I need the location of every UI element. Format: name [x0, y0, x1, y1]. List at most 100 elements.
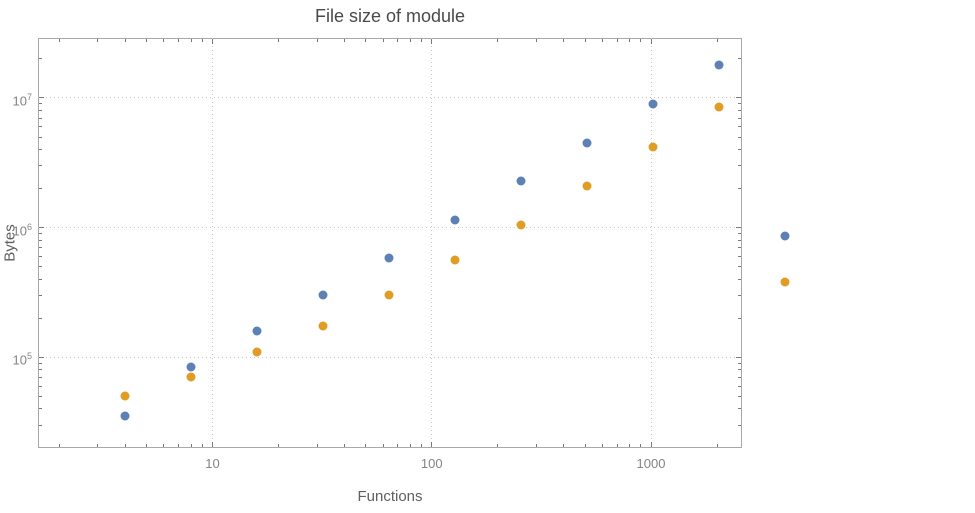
- data-point-orange: [318, 321, 328, 331]
- tick-mark-top: [616, 39, 618, 42]
- tick-mark-right: [738, 110, 741, 112]
- tick-mark-right: [738, 103, 741, 105]
- tick-mark-bottom: [212, 442, 213, 447]
- data-point-orange: [252, 347, 262, 357]
- tick-mark-left: [39, 385, 42, 387]
- tick-mark-bottom: [124, 444, 126, 447]
- tick-mark-top: [124, 39, 126, 42]
- tick-mark-top: [640, 39, 642, 42]
- data-point-orange: [714, 102, 724, 112]
- tick-mark-right: [738, 395, 741, 397]
- tick-mark-bottom: [382, 444, 384, 447]
- gridline-y: [38, 356, 742, 358]
- tick-mark-top: [190, 39, 192, 42]
- tick-mark-bottom: [278, 444, 279, 447]
- tick-mark-top: [716, 39, 718, 42]
- tick-mark-right: [736, 97, 741, 99]
- tick-mark-left: [39, 408, 42, 410]
- tick-mark-right: [738, 266, 741, 268]
- tick-mark-left: [39, 149, 42, 151]
- tick-mark-bottom: [145, 444, 147, 447]
- tick-mark-bottom: [201, 444, 203, 447]
- tick-mark-right: [738, 188, 741, 190]
- data-point-orange: [120, 391, 130, 401]
- tick-mark-left: [39, 356, 44, 358]
- tick-mark-bottom: [629, 444, 631, 447]
- tick-mark-top: [535, 39, 537, 42]
- tick-mark-left: [39, 227, 44, 229]
- y-tick-label: 106: [12, 221, 32, 238]
- x-tick-label: 100: [420, 456, 443, 471]
- tick-mark-right: [736, 227, 741, 229]
- tick-mark-bottom: [163, 444, 165, 447]
- tick-mark-top: [601, 39, 603, 42]
- tick-mark-bottom: [650, 442, 652, 447]
- tick-mark-left: [39, 376, 42, 378]
- tick-mark-left: [39, 395, 42, 397]
- tick-mark-top: [97, 39, 99, 42]
- tick-mark-right: [738, 278, 741, 280]
- tick-mark-top: [382, 39, 384, 42]
- tick-mark-top: [316, 39, 318, 42]
- tick-mark-bottom: [716, 444, 718, 447]
- tick-mark-bottom: [601, 444, 603, 447]
- x-tick-label: 1000: [636, 456, 666, 471]
- tick-mark-left: [39, 103, 42, 105]
- tick-mark-bottom: [497, 444, 499, 447]
- tick-mark-left: [39, 188, 42, 190]
- tick-mark-left: [39, 247, 42, 249]
- tick-mark-left: [39, 97, 44, 99]
- tick-mark-right: [738, 247, 741, 249]
- tick-mark-top: [410, 39, 411, 42]
- tick-mark-right: [738, 294, 741, 296]
- tick-mark-bottom: [397, 444, 399, 447]
- tick-mark-left: [39, 317, 42, 319]
- data-point-blue: [780, 231, 790, 240]
- tick-mark-top: [421, 39, 423, 42]
- tick-mark-right: [738, 408, 741, 410]
- tick-mark-bottom: [410, 444, 411, 447]
- tick-mark-bottom: [316, 444, 318, 447]
- tick-mark-right: [738, 136, 741, 138]
- data-point-blue: [516, 176, 526, 186]
- x-axis-label: Functions: [357, 488, 423, 505]
- tick-mark-top: [145, 39, 147, 42]
- data-point-blue: [648, 99, 658, 109]
- tick-mark-bottom: [616, 444, 618, 447]
- tick-mark-right: [738, 424, 741, 426]
- tick-mark-right: [738, 369, 741, 371]
- tick-mark-bottom: [640, 444, 642, 447]
- data-point-blue: [714, 60, 724, 70]
- tick-mark-left: [39, 369, 42, 371]
- tick-mark-left: [39, 239, 42, 241]
- y-tick-label: 107: [12, 91, 32, 109]
- tick-mark-bottom: [421, 444, 423, 447]
- tick-mark-top: [278, 39, 279, 42]
- gridline-x: [431, 38, 433, 448]
- tick-mark-left: [39, 165, 42, 167]
- tick-mark-top: [397, 39, 399, 42]
- tick-mark-right: [738, 149, 741, 151]
- data-point-orange: [780, 277, 790, 287]
- data-point-orange: [648, 142, 658, 152]
- tick-mark-top: [163, 39, 165, 42]
- tick-mark-top: [431, 39, 433, 44]
- tick-mark-right: [738, 362, 741, 364]
- tick-mark-left: [39, 117, 42, 119]
- tick-mark-bottom: [344, 444, 345, 447]
- tick-mark-left: [39, 58, 42, 60]
- data-point-blue: [450, 215, 460, 225]
- tick-mark-bottom: [190, 444, 192, 447]
- tick-mark-right: [738, 233, 741, 235]
- tick-mark-top: [584, 39, 586, 42]
- tick-mark-left: [39, 266, 42, 268]
- data-point-blue: [120, 411, 130, 421]
- tick-mark-top: [201, 39, 203, 42]
- tick-mark-top: [344, 39, 345, 42]
- tick-mark-bottom: [365, 444, 367, 447]
- data-point-blue: [252, 326, 262, 336]
- tick-mark-bottom: [178, 444, 180, 447]
- data-point-blue: [318, 290, 328, 300]
- data-point-blue: [384, 253, 394, 263]
- tick-mark-left: [39, 233, 42, 235]
